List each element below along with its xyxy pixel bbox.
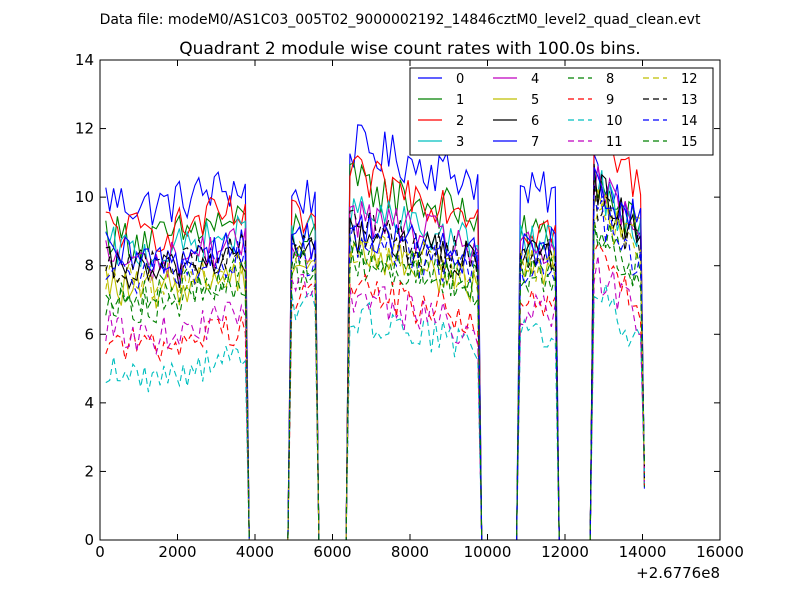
legend-label-2: 2 [456, 114, 464, 129]
series-line-7 [105, 167, 645, 541]
legend-label-3: 3 [456, 135, 464, 150]
legend-label-14: 14 [681, 114, 698, 129]
legend-box [409, 67, 714, 156]
x-tick-label: 4000 [236, 543, 274, 561]
x-tick-label: 8000 [391, 543, 429, 561]
series-line-8 [105, 219, 645, 541]
axis-ticks: 0 2000 4000 6000 8000 10000 12000 14000 16000 0 2 4… [75, 51, 744, 561]
x-tick-label: 14000 [619, 543, 667, 561]
series-line-11 [105, 255, 645, 541]
figure-suptitle: Data file: modeM0/AS1C03_005T02_90000021… [100, 12, 701, 28]
legend-label-7: 7 [531, 135, 539, 150]
y-tick-label: 12 [75, 120, 94, 138]
y-tick-label: 10 [75, 188, 94, 206]
legend-label-13: 13 [681, 93, 698, 108]
series-line-12 [105, 207, 645, 541]
chart-title: Quadrant 2 module wise count rates with … [179, 39, 640, 59]
series-lines [105, 122, 645, 541]
legend-label-6: 6 [531, 114, 539, 129]
x-tick-label: 16000 [696, 543, 744, 561]
y-tick-label: 14 [75, 51, 94, 69]
x-tick-label: 10000 [464, 543, 512, 561]
x-tick-label: 0 [95, 543, 105, 561]
legend-label-9: 9 [606, 93, 614, 108]
y-tick-label: 8 [84, 257, 94, 275]
series-line-13 [105, 180, 645, 541]
series-line-0 [105, 124, 645, 541]
series-line-14 [105, 199, 645, 541]
x-offset-label: +2.6776e8 [636, 564, 720, 582]
y-tick-label: 4 [84, 394, 94, 412]
legend-label-5: 5 [531, 93, 539, 108]
series-line-9 [105, 242, 645, 541]
legend-label-8: 8 [606, 72, 614, 87]
legend-label-4: 4 [531, 72, 539, 87]
legend-label-10: 10 [606, 114, 623, 129]
series-line-5 [105, 189, 645, 541]
legend-label-1: 1 [456, 93, 464, 108]
legend-label-11: 11 [606, 135, 623, 150]
y-tick-label: 0 [84, 531, 94, 549]
series-line-15 [105, 223, 645, 541]
legend-label-15: 15 [681, 135, 698, 150]
y-tick-label: 2 [84, 462, 94, 480]
x-tick-label: 2000 [158, 543, 196, 561]
y-tick-label: 6 [84, 325, 94, 343]
legend-label-0: 0 [456, 72, 464, 87]
x-tick-label: 12000 [541, 543, 589, 561]
x-tick-label: 6000 [313, 543, 351, 561]
series-line-10 [105, 283, 645, 541]
series-line-2 [105, 122, 645, 541]
legend-label-12: 12 [681, 72, 698, 87]
